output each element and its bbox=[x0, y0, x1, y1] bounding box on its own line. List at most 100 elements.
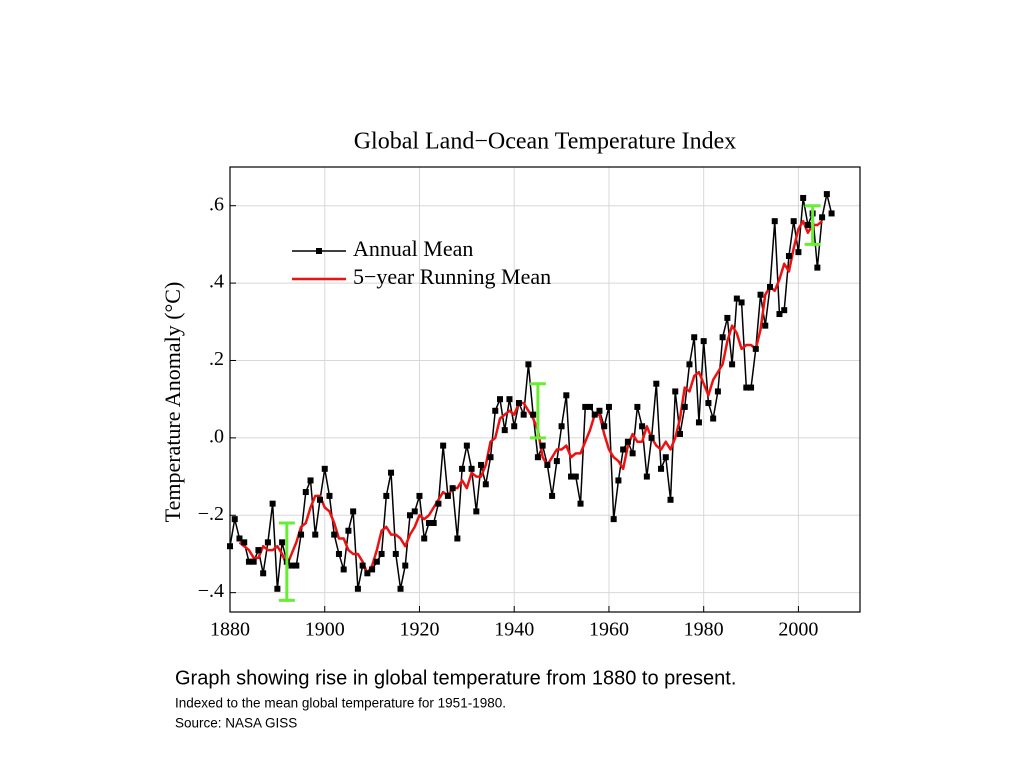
data-point bbox=[587, 403, 593, 410]
y-tick-label: .0 bbox=[209, 425, 224, 447]
data-point bbox=[317, 496, 323, 503]
caption-note: Indexed to the mean global temperature f… bbox=[175, 696, 506, 711]
data-point bbox=[345, 527, 352, 534]
data-point bbox=[790, 218, 797, 225]
data-point bbox=[468, 465, 475, 472]
data-point bbox=[819, 214, 826, 221]
data-point bbox=[610, 516, 617, 523]
data-point bbox=[463, 442, 470, 449]
data-point bbox=[279, 539, 286, 546]
data-point bbox=[553, 458, 560, 465]
data-point bbox=[425, 520, 432, 526]
plot-frame bbox=[229, 166, 861, 613]
data-point bbox=[785, 253, 792, 259]
data-point bbox=[473, 508, 480, 515]
data-point bbox=[762, 322, 769, 329]
data-point bbox=[340, 566, 347, 573]
data-point bbox=[714, 388, 721, 395]
data-point bbox=[449, 485, 456, 492]
data-point bbox=[241, 539, 248, 546]
data-point bbox=[738, 299, 745, 306]
data-point bbox=[364, 570, 371, 577]
data-point bbox=[478, 461, 485, 468]
data-point bbox=[402, 562, 409, 569]
data-point bbox=[634, 403, 641, 410]
data-point bbox=[359, 562, 366, 569]
data-point bbox=[312, 531, 319, 538]
data-point bbox=[795, 249, 802, 256]
x-tick-label: 2000 bbox=[778, 619, 818, 641]
data-point bbox=[373, 558, 380, 565]
data-point bbox=[444, 492, 451, 499]
data-point bbox=[501, 427, 508, 434]
caption-source: Source: NASA GISS bbox=[175, 716, 297, 731]
data-point bbox=[264, 539, 271, 546]
data-point bbox=[397, 585, 404, 592]
data-point bbox=[288, 562, 295, 569]
data-point bbox=[544, 461, 551, 468]
data-point bbox=[733, 295, 740, 302]
data-point bbox=[643, 473, 650, 480]
data-point bbox=[620, 446, 627, 453]
caption-headline: Graph showing rise in global temperature… bbox=[175, 667, 736, 689]
data-point bbox=[639, 423, 646, 430]
data-point bbox=[568, 473, 575, 480]
data-point bbox=[416, 492, 423, 499]
data-point bbox=[563, 392, 570, 399]
data-point bbox=[743, 384, 750, 391]
data-point bbox=[572, 473, 579, 480]
data-point bbox=[771, 218, 778, 225]
x-tick-label: 1920 bbox=[399, 619, 439, 641]
data-point bbox=[487, 454, 494, 461]
data-point bbox=[691, 334, 698, 341]
x-tick-label: 1960 bbox=[589, 619, 629, 641]
data-point bbox=[260, 570, 267, 577]
data-point bbox=[804, 222, 811, 229]
x-tick-label: 1900 bbox=[305, 619, 345, 641]
data-point bbox=[677, 431, 683, 437]
data-point bbox=[748, 384, 755, 391]
data-point bbox=[705, 400, 712, 407]
data-point bbox=[321, 465, 328, 472]
legend-label: Annual Mean bbox=[353, 236, 473, 261]
data-point bbox=[506, 396, 513, 403]
data-point bbox=[605, 403, 612, 410]
data-point bbox=[307, 477, 314, 484]
legend-marker bbox=[316, 248, 322, 254]
legend-label: 5−year Running Mean bbox=[353, 264, 551, 289]
data-point bbox=[511, 423, 518, 430]
data-point bbox=[378, 550, 385, 557]
data-point bbox=[577, 500, 584, 507]
data-point bbox=[672, 388, 679, 395]
data-point bbox=[482, 481, 489, 488]
data-point bbox=[558, 423, 565, 430]
data-point bbox=[298, 531, 305, 538]
data-point bbox=[729, 361, 736, 368]
data-point bbox=[421, 535, 428, 542]
data-point bbox=[231, 516, 238, 523]
data-point bbox=[823, 191, 830, 198]
data-point bbox=[430, 520, 437, 526]
data-point bbox=[534, 454, 541, 461]
data-point bbox=[719, 334, 726, 341]
data-point bbox=[776, 311, 783, 318]
data-point bbox=[596, 407, 603, 414]
data-point bbox=[454, 535, 461, 542]
data-point bbox=[615, 477, 622, 484]
data-point bbox=[440, 442, 447, 449]
data-point bbox=[591, 411, 598, 418]
data-point bbox=[695, 419, 702, 426]
y-tick-label: .4 bbox=[209, 271, 224, 293]
y-tick-label: −.2 bbox=[198, 503, 224, 525]
data-point bbox=[255, 547, 262, 554]
data-point bbox=[388, 469, 395, 476]
x-tick-label: 1880 bbox=[210, 619, 250, 641]
data-point bbox=[392, 550, 399, 557]
data-point bbox=[274, 585, 281, 592]
x-tick-label: 1980 bbox=[684, 619, 724, 641]
data-point bbox=[411, 508, 418, 515]
x-tick-label: 1940 bbox=[494, 619, 534, 641]
data-point bbox=[781, 307, 788, 314]
data-point bbox=[269, 500, 276, 507]
